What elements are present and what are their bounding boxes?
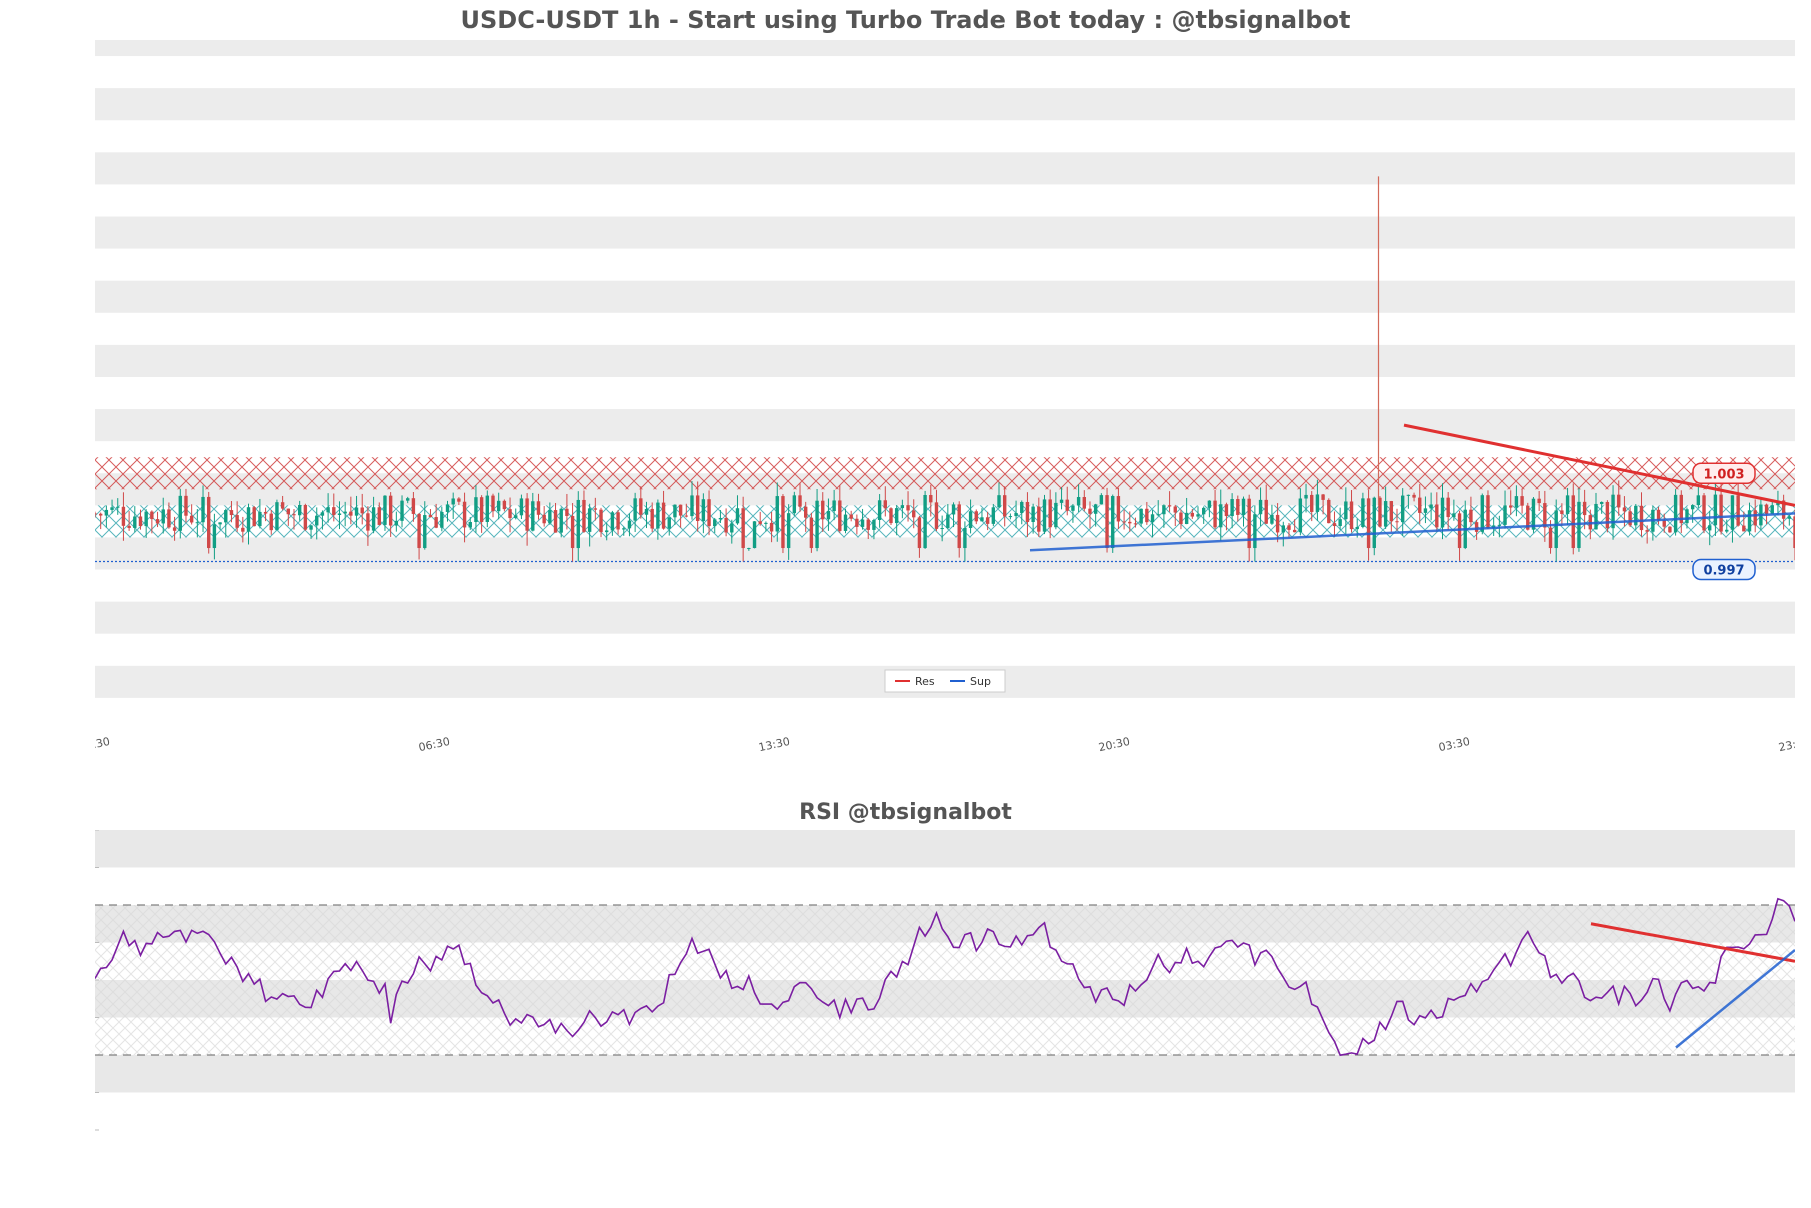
svg-text:0.997: 0.997	[1703, 564, 1744, 579]
rsi-chart-svg: 102030405060708090	[95, 830, 1795, 1150]
svg-text:13:30: 13:30	[757, 735, 791, 754]
price-chart-title: USDC-USDT 1h - Start using Turbo Trade B…	[0, 6, 1811, 34]
svg-text:06:30: 06:30	[417, 735, 451, 754]
rsi-chart: 102030405060708090	[95, 830, 1795, 1130]
svg-text:Res: Res	[915, 675, 935, 688]
svg-text:Sup: Sup	[970, 675, 991, 688]
rsi-chart-title: RSI @tbsignalbot	[0, 800, 1811, 825]
svg-text:23:30: 23:30	[1777, 735, 1795, 754]
svg-text:23:30: 23:30	[95, 735, 111, 754]
page: USDC-USDT 1h - Start using Turbo Trade B…	[0, 0, 1811, 1208]
svg-text:1.003: 1.003	[1703, 467, 1744, 482]
svg-text:03:30: 03:30	[1437, 735, 1471, 754]
price-chart-svg: 0.990.990.990.990.991.001.001.001.001.00…	[95, 40, 1795, 770]
price-chart: 0.990.990.990.990.991.001.001.001.001.00…	[95, 40, 1795, 730]
svg-text:20:30: 20:30	[1097, 735, 1131, 754]
